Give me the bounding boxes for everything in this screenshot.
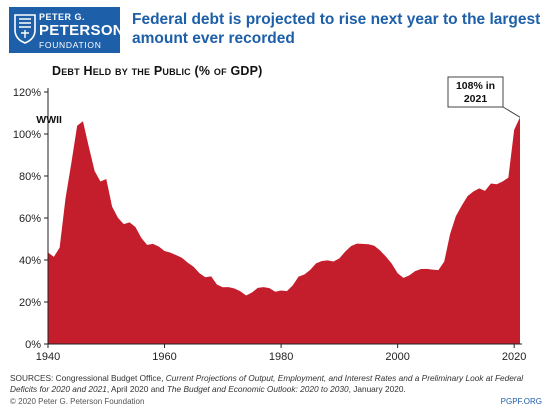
x-tick-label: 2020: [502, 351, 526, 363]
wwii-annotation: WWII: [36, 114, 62, 126]
y-tick-label: 100%: [13, 129, 41, 141]
sources-text-b: Current Projections of Output, Employmen…: [10, 373, 524, 394]
x-tick-label: 1960: [152, 351, 176, 363]
debt-area-chart: 0% 20% 40% 60% 80% 100% 120% 1940 1960 1980 2000 20…: [13, 76, 526, 363]
y-tick-label: 60%: [19, 213, 41, 225]
sources-note: SOURCES: Congressional Budget Office, Cu…: [10, 373, 540, 394]
shield-icon: [14, 14, 36, 44]
callout-box: [447, 76, 504, 108]
copyright-text: © 2020 Peter G. Peterson Foundation: [10, 397, 145, 406]
y-tick-label: 0%: [25, 339, 41, 351]
callout-leader: [502, 106, 521, 118]
sources-text-a: SOURCES: Congressional Budget Office,: [10, 373, 166, 383]
callout-label-line-2: 2021: [464, 93, 488, 105]
y-tick-label: 40%: [19, 255, 41, 267]
callout-label-line-1: 108% in: [456, 80, 495, 92]
debt-area: [48, 117, 520, 344]
y-tick-label: 20%: [19, 297, 41, 309]
y-tick-label: 120%: [13, 87, 41, 99]
x-tick-label: 1940: [36, 351, 60, 363]
sources-text-c: , April 2020 and: [106, 383, 167, 394]
y-tick-label: 80%: [19, 171, 41, 183]
chart-title: Debt Held by the Public (% of GDP): [52, 64, 263, 78]
logo-line-3: FOUNDATION: [39, 40, 102, 50]
logo-line-2: PETERSON: [39, 22, 124, 39]
sources-text-d: The Budget and Economic Outlook: 2020 to…: [166, 383, 349, 394]
x-tick-label: 1980: [269, 351, 293, 363]
page-title: Federal debt is projected to rise next y…: [132, 11, 541, 47]
pgpf-logo: PETER G. PETERSON FOUNDATION: [9, 7, 124, 53]
site-link[interactable]: PGPF.ORG: [500, 397, 542, 406]
x-tick-label: 2000: [385, 351, 409, 363]
logo-line-1: PETER G.: [39, 12, 86, 22]
sources-text-e: , January 2020.: [348, 383, 406, 394]
